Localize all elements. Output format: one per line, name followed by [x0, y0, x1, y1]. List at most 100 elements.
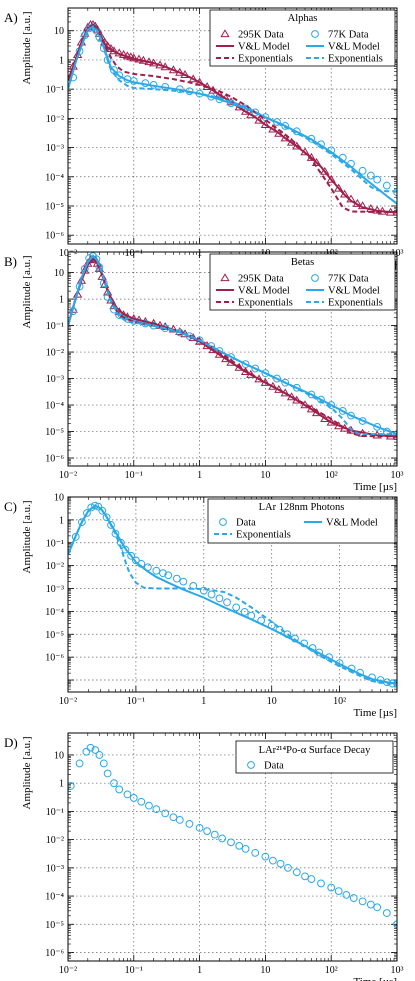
- legend-label: Exponentials: [238, 298, 293, 309]
- data-point: [326, 174, 336, 183]
- data-point: [98, 506, 107, 515]
- y-tick-label: 10⁻²: [46, 561, 64, 572]
- x-tick-label: 10⁻²: [59, 965, 77, 976]
- x-tick-label: 10⁻²: [59, 470, 77, 481]
- y-tick-label: 10⁻²: [46, 114, 64, 125]
- data-point: [86, 743, 95, 752]
- y-tick-label: 10: [54, 268, 64, 279]
- legend-label: Exponentials: [328, 54, 383, 65]
- data-point: [132, 556, 140, 565]
- data-point: [261, 852, 270, 861]
- data-point: [373, 422, 382, 431]
- data-point: [95, 751, 104, 759]
- legend-swatch: [247, 761, 255, 769]
- data-point: [317, 879, 325, 888]
- data-point: [251, 108, 260, 117]
- data-point: [393, 430, 397, 439]
- data-point: [274, 128, 284, 137]
- y-tick-label: 10⁻¹: [46, 85, 64, 96]
- x-tick-label: 10³: [391, 965, 404, 976]
- data-point: [320, 166, 330, 175]
- data-point: [366, 171, 375, 180]
- x-tick-label: 10⁻²: [59, 696, 77, 707]
- data-point: [232, 603, 241, 612]
- legend-label: V&L Model: [328, 286, 380, 297]
- plot-frame: [67, 496, 398, 693]
- series-group: [68, 743, 397, 929]
- y-tick-label: 10: [54, 750, 64, 761]
- legend-label: 77K Data: [328, 274, 369, 285]
- y-axis-label: Amplitude [a.u.]: [21, 500, 33, 573]
- legend-label: Data: [264, 761, 284, 772]
- legend-label: V&L Model: [328, 42, 380, 53]
- data-point: [99, 279, 110, 288]
- data-point: [281, 122, 290, 130]
- data-point: [241, 360, 250, 369]
- legend-label: V&L Model: [326, 518, 378, 529]
- data-point: [393, 920, 397, 929]
- y-tick-label: 10⁻⁴: [45, 172, 64, 183]
- data-point: [127, 551, 136, 560]
- legend-label: Data: [236, 518, 256, 529]
- x-tick-label: 10: [267, 696, 277, 707]
- y-tick-label: 10⁻¹: [46, 807, 64, 818]
- data-point: [145, 801, 153, 810]
- legend-box: [207, 498, 396, 544]
- y-tick-label: 10⁻⁵: [45, 427, 64, 438]
- data-point: [99, 759, 108, 768]
- chart-panel-3: D) 10⁻² 10⁻¹ 1 10 10² 10³ 10 1 10⁻¹ 10⁻² 10⁻³ 10⁻⁴ 10…: [4, 732, 404, 981]
- y-tick-label: 10⁻⁴: [45, 401, 64, 412]
- data-point: [347, 411, 355, 420]
- x-axis-label: Time [µs]: [353, 976, 397, 981]
- y-tick-label: 10⁻¹: [46, 321, 64, 332]
- data-point: [102, 513, 111, 522]
- series-group: [68, 252, 397, 440]
- data-point: [75, 759, 84, 768]
- x-tick-label: 10: [260, 470, 270, 481]
- legend-swatch: [220, 273, 230, 282]
- data-point: [284, 863, 292, 872]
- data-point: [358, 897, 367, 906]
- data-point: [273, 374, 281, 383]
- y-axis-label: Amplitude [a.u.]: [21, 255, 33, 328]
- legend-box: [209, 9, 396, 67]
- data-point: [268, 856, 277, 865]
- data-point: [251, 364, 260, 373]
- y-tick-label: 10⁻⁴: [45, 892, 64, 903]
- plot-frame: [67, 732, 398, 962]
- legend-title: LAr 128nm Photons: [259, 502, 345, 513]
- data-point: [210, 830, 219, 839]
- data-point: [334, 887, 343, 895]
- y-tick-label: 10⁻³: [46, 374, 64, 385]
- x-tick-label: 10²: [325, 965, 338, 976]
- data-point: [241, 844, 250, 853]
- x-tick-label: 1: [197, 965, 202, 976]
- data-point: [68, 782, 75, 790]
- data-point: [307, 875, 316, 883]
- legend-title: Alphas: [288, 13, 318, 24]
- x-tick-label: 10⁻¹: [127, 696, 145, 707]
- legend-label: Exponentials: [238, 54, 293, 65]
- data-point: [366, 900, 375, 909]
- y-tick-label: 1: [59, 295, 64, 306]
- legend-swatch: [220, 29, 230, 38]
- x-tick-label: 10: [260, 965, 270, 976]
- data-point: [373, 175, 382, 184]
- data-point: [72, 289, 83, 298]
- x-tick-label: 10²: [325, 470, 338, 481]
- series-group: [68, 19, 397, 216]
- data-point: [223, 598, 231, 607]
- data-point: [382, 909, 391, 917]
- y-tick-label: 10⁻⁵: [45, 920, 64, 931]
- series-line: [68, 25, 397, 205]
- x-tick-label: 1: [197, 470, 202, 481]
- y-axis-label: Amplitude [a.u.]: [21, 736, 33, 809]
- data-point: [121, 545, 130, 554]
- data-point: [338, 407, 347, 415]
- legend-label: Exponentials: [236, 530, 291, 541]
- y-tick-label: 10⁻⁵: [45, 201, 64, 212]
- data-point: [161, 809, 170, 818]
- plot-frame: [67, 251, 398, 467]
